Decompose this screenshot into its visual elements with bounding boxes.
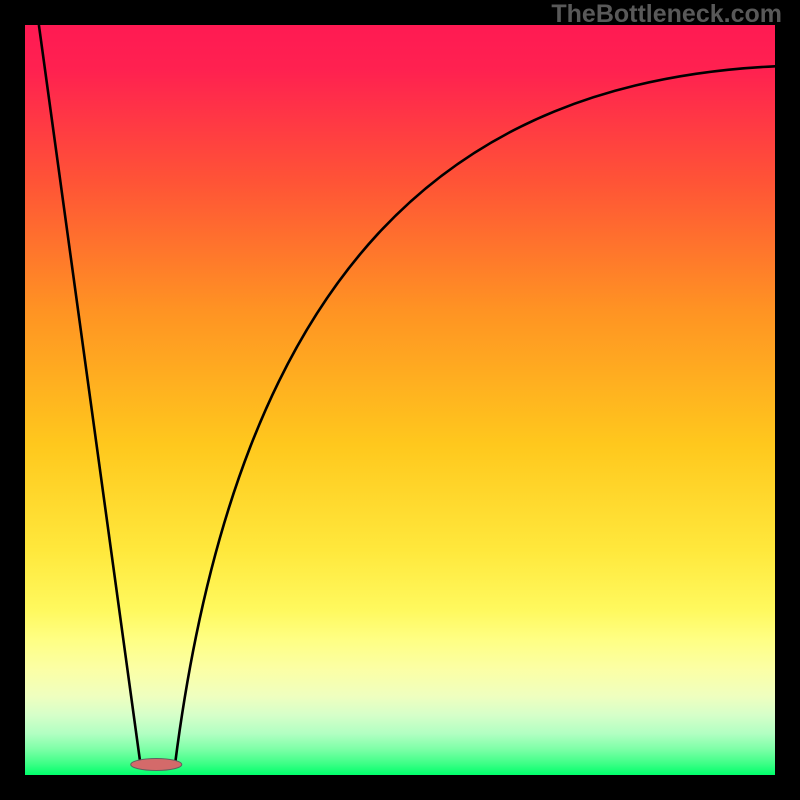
curve-left xyxy=(39,25,141,765)
chart-root: TheBottleneck.com xyxy=(0,0,800,800)
curve-right xyxy=(175,66,776,764)
watermark-label: TheBottleneck.com xyxy=(551,0,782,29)
chart-overlay xyxy=(0,0,800,800)
minimum-marker xyxy=(131,759,182,771)
